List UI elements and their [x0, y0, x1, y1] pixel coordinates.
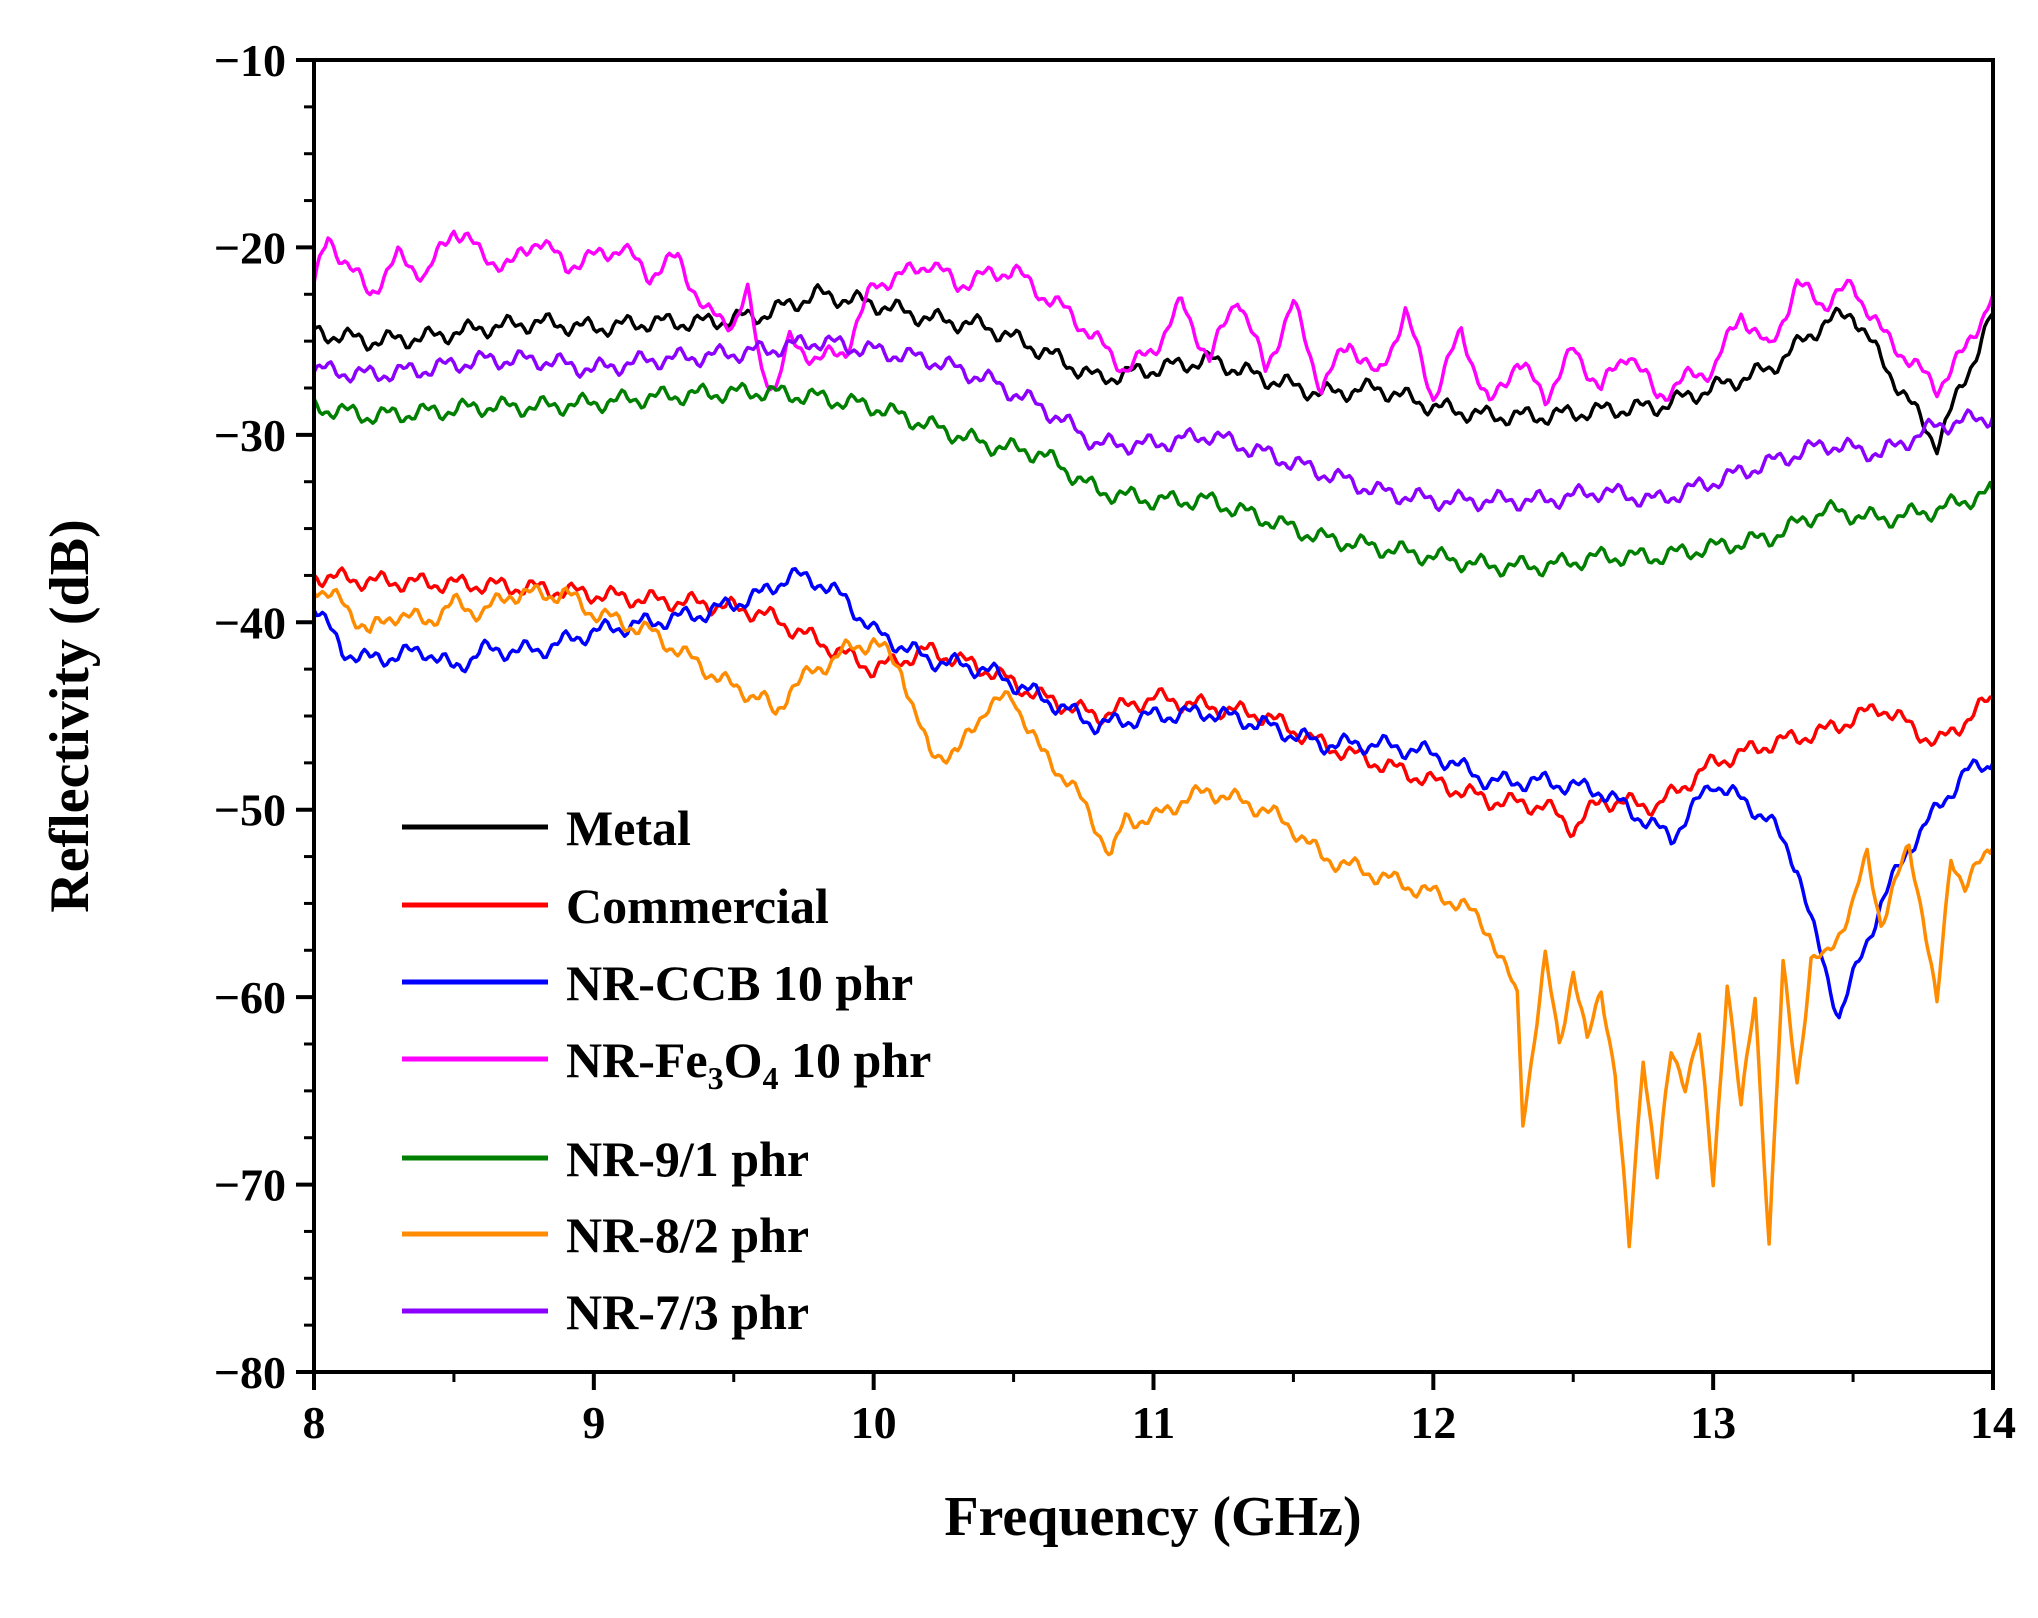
series-line-2	[312, 566, 1995, 1020]
x-tick-label: 10	[851, 1397, 897, 1448]
x-tick-label: 12	[1410, 1397, 1456, 1448]
y-tick-label: −20	[214, 222, 286, 273]
legend-label-1: Commercial	[566, 878, 829, 934]
y-tick-label: −70	[214, 1160, 286, 1211]
legend-label-4: NR-9/1 phr	[566, 1131, 809, 1187]
legend-label-3: NR-Fe3O4 10 phr	[566, 1032, 931, 1096]
x-tick-label: 11	[1132, 1397, 1175, 1448]
series-layer	[312, 229, 1995, 1249]
series-line-0	[313, 283, 1995, 456]
series-line-6	[312, 334, 1995, 513]
legend: Metal Commercial NR-CCB 10 phr NR-Fe3O4 10 …	[402, 800, 931, 1340]
series-line-4	[312, 381, 1995, 578]
y-tick-label: −60	[214, 972, 286, 1023]
y-axis-title: Reflectivity (dB)	[39, 519, 101, 912]
series-line-3	[312, 229, 1995, 407]
x-tick-labels: 8 9 10 11 12 13 14	[303, 1397, 2017, 1448]
x-tick-label: 14	[1970, 1397, 2016, 1448]
x-axis-title: Frequency (GHz)	[944, 1486, 1361, 1548]
y-tick-label: −40	[214, 597, 286, 648]
legend-label-2: NR-CCB 10 phr	[566, 955, 913, 1011]
legend-label-5: NR-8/2 phr	[566, 1207, 809, 1263]
series-line-5	[312, 584, 1995, 1249]
ticks-layer	[296, 58, 1995, 1390]
x-tick-label: 13	[1690, 1397, 1736, 1448]
series-line-1	[312, 566, 1994, 839]
y-tick-label: −30	[214, 410, 286, 461]
x-tick-label: 9	[582, 1397, 605, 1448]
y-tick-labels: −10 −20 −30 −40 −50 −60 −70 −80	[214, 35, 286, 1398]
x-tick-label: 8	[303, 1397, 326, 1448]
y-tick-label: −10	[214, 35, 286, 86]
y-tick-label: −50	[214, 785, 286, 836]
legend-label-0: Metal	[566, 800, 691, 856]
y-tick-label: −80	[214, 1347, 286, 1398]
legend-label-6: NR-7/3 phr	[566, 1284, 809, 1340]
